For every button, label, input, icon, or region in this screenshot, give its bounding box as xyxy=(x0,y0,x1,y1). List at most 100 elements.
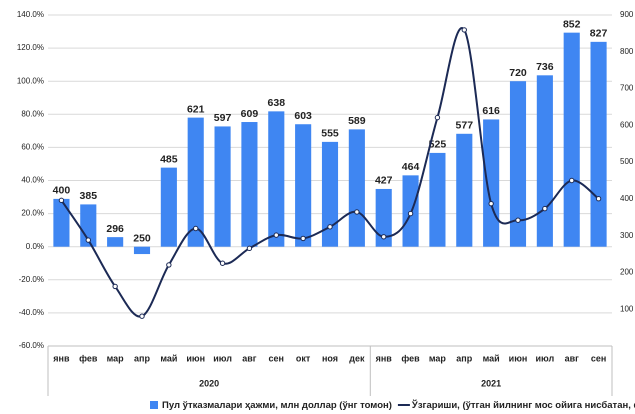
bar xyxy=(563,32,580,247)
x-tick-label: апр xyxy=(456,353,472,363)
data-label: 827 xyxy=(590,28,608,40)
line-point xyxy=(85,237,91,243)
data-label: 250 xyxy=(133,232,151,244)
y-tick-label: 20.0% xyxy=(21,209,44,218)
x-tick-label: фев xyxy=(401,353,420,363)
data-label: 621 xyxy=(187,103,205,115)
line-point xyxy=(219,260,226,266)
x-tick-label: мар xyxy=(429,353,447,363)
data-label: 427 xyxy=(375,175,393,187)
x-tick-label: дек xyxy=(349,353,365,363)
line-point xyxy=(300,235,306,242)
data-label: 597 xyxy=(214,112,232,124)
bar xyxy=(321,141,339,247)
bar xyxy=(483,119,500,247)
y-tick-label: 60.0% xyxy=(21,143,44,152)
y-tick-label: 120.0% xyxy=(17,43,44,52)
bar xyxy=(456,133,473,247)
line-point xyxy=(381,234,387,240)
bar xyxy=(590,41,607,247)
bar xyxy=(348,129,365,247)
line-point xyxy=(434,114,441,121)
line-point xyxy=(139,313,145,319)
data-label: 603 xyxy=(294,110,312,122)
line-point xyxy=(193,225,199,232)
y2-tick-label: 300 xyxy=(620,231,634,240)
data-label: 852 xyxy=(563,18,581,30)
y-tick-label: 80.0% xyxy=(21,109,44,118)
y2-tick-label: 200 xyxy=(620,268,634,277)
x-tick-label: апр xyxy=(134,353,150,363)
y-tick-label: 40.0% xyxy=(21,176,44,185)
bar xyxy=(107,237,124,247)
bar xyxy=(509,81,527,247)
bar xyxy=(268,111,285,247)
line-point xyxy=(488,200,494,207)
y2-tick-label: 600 xyxy=(620,120,634,129)
bar xyxy=(160,167,177,247)
data-label: 485 xyxy=(160,153,178,165)
line-point xyxy=(58,197,65,204)
data-label: 525 xyxy=(429,139,447,151)
x-tick-label: сен xyxy=(269,353,284,363)
data-label: 385 xyxy=(80,190,98,202)
line-point xyxy=(569,177,575,184)
data-label: 720 xyxy=(509,67,527,79)
y2-tick-label: 700 xyxy=(620,84,634,93)
line-point xyxy=(354,209,360,215)
data-label: 555 xyxy=(321,128,339,140)
y2-tick-label: 400 xyxy=(620,194,634,203)
line-point xyxy=(595,196,602,202)
bar xyxy=(295,124,312,247)
bar xyxy=(133,246,151,255)
x-tick-label: окт xyxy=(296,353,311,363)
data-label: 589 xyxy=(348,115,366,127)
x-tick-label: янв xyxy=(376,353,393,363)
x-tick-label: авг xyxy=(565,353,580,363)
y2-tick-label: 100 xyxy=(620,304,634,313)
bar xyxy=(187,117,204,247)
bar xyxy=(536,75,553,247)
x-tick-label: авг xyxy=(242,353,257,363)
x-tick-label: июл xyxy=(213,353,232,363)
bar xyxy=(80,204,97,247)
data-label: 464 xyxy=(402,161,420,173)
x-tick-label: фев xyxy=(79,353,98,363)
y2-tick-label: 500 xyxy=(620,157,634,166)
x-tick-label: мар xyxy=(107,353,125,363)
line-point xyxy=(166,262,172,268)
x-tick-label: июл xyxy=(535,353,554,363)
line-point xyxy=(327,224,333,230)
line-point xyxy=(542,205,548,212)
y-tick-label: -20.0% xyxy=(19,275,44,284)
data-label: 736 xyxy=(536,61,554,73)
data-label: 296 xyxy=(106,223,124,235)
x-tick-label: июн xyxy=(509,353,528,363)
line-point xyxy=(273,232,279,238)
y2-tick-label: 800 xyxy=(620,47,634,56)
x-tick-label: июн xyxy=(186,353,205,363)
bar xyxy=(375,188,392,247)
bar xyxy=(429,152,446,247)
data-label: 577 xyxy=(456,120,474,132)
bar xyxy=(53,198,70,247)
line-point xyxy=(246,245,253,252)
data-label: 638 xyxy=(268,97,286,109)
y-tick-label: -40.0% xyxy=(19,308,44,317)
legend-label: Ўзгариши, (ўтган йилнинг мос ойига нисба… xyxy=(411,399,635,411)
line-point xyxy=(515,217,521,223)
y-tick-label: 0.0% xyxy=(26,242,44,251)
x-tick-label: май xyxy=(160,353,177,363)
line-point xyxy=(407,210,414,217)
legend-swatch xyxy=(150,401,158,409)
x-tick-label: май xyxy=(483,353,500,363)
bar xyxy=(214,126,231,247)
x-tick-label: янв xyxy=(53,353,70,363)
bar xyxy=(241,122,258,247)
group-label: 2020 xyxy=(199,378,219,388)
line-point xyxy=(112,283,118,290)
legend-label: Пул ўтказмалари ҳажми, млн доллар (ўнг т… xyxy=(162,400,392,411)
data-label: 616 xyxy=(482,105,500,117)
y2-tick-label: 900 xyxy=(620,10,634,19)
